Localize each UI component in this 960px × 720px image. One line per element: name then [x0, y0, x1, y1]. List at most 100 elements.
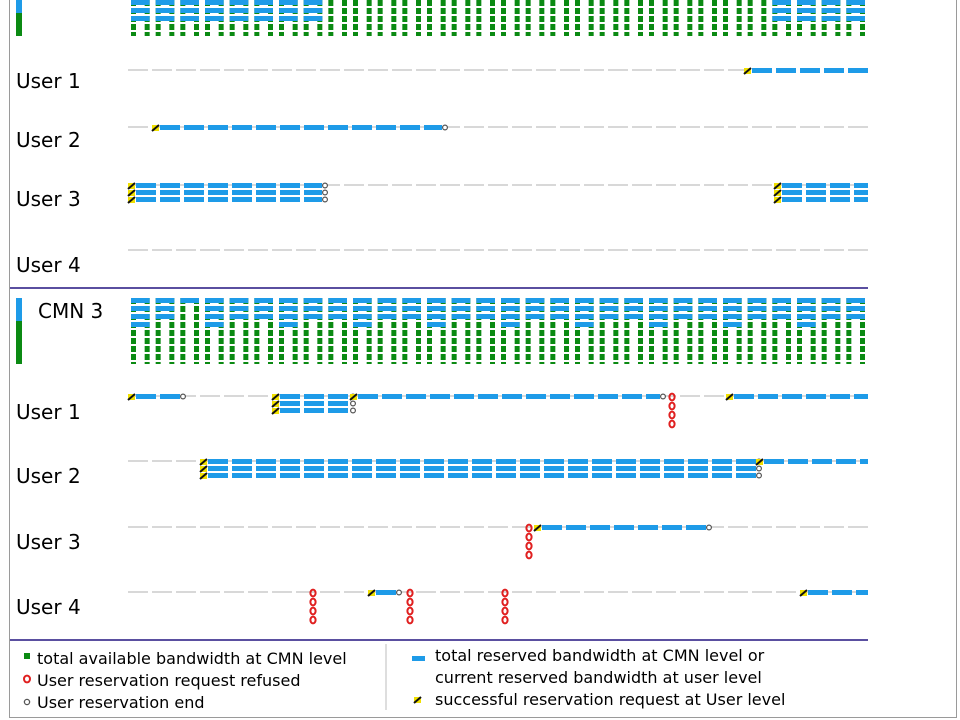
available-column-dash — [761, 354, 767, 360]
success-mark-stroke — [755, 458, 764, 466]
available-column-dash — [723, 24, 728, 30]
available-column-dash — [539, 354, 545, 360]
reserved-bar — [205, 16, 224, 21]
available-column-dash — [377, 24, 383, 30]
available-column-dash — [649, 338, 654, 344]
available-column-dash — [490, 8, 495, 14]
reserved-bar — [328, 298, 347, 303]
available-column-dash — [205, 338, 210, 344]
available-column-dash — [550, 8, 556, 14]
reservation-end-mark — [755, 472, 762, 479]
available-column-dash — [525, 24, 531, 30]
reserved-bar — [328, 306, 347, 311]
available-column-dash — [292, 24, 298, 30]
available-column-dash — [525, 322, 531, 328]
available-column-dash — [638, 322, 643, 328]
available-column-dash — [342, 362, 347, 364]
reserved-segment — [304, 401, 324, 406]
available-column-dash — [835, 346, 841, 352]
available-column-dash — [465, 0, 471, 6]
available-column-dash — [317, 32, 323, 36]
available-column-dash — [155, 346, 161, 352]
legend-reserved-text-cont: current reserved bandwidth at user level — [435, 668, 762, 687]
available-column-dash — [624, 346, 630, 352]
available-column-dash — [218, 338, 224, 344]
available-column-dash — [786, 346, 791, 352]
reserved-segment — [400, 466, 420, 471]
reserved-segment — [232, 459, 252, 464]
reserved-bar — [303, 314, 323, 319]
reserved-bar — [797, 314, 816, 319]
available-column-dash — [638, 330, 643, 336]
reserved-bar — [624, 306, 643, 311]
available-column-dash — [218, 362, 224, 364]
available-column-dash — [662, 8, 668, 14]
reserved-bar — [279, 306, 298, 311]
available-column-dash — [575, 338, 580, 344]
available-column-dash — [218, 330, 224, 336]
cmn-label: CMN 3 — [38, 299, 103, 323]
available-column-dash — [391, 8, 397, 14]
refused-mark — [406, 588, 414, 598]
available-column-dash — [131, 354, 136, 360]
available-column-dash — [377, 16, 383, 22]
reserved-bar — [649, 314, 668, 319]
reserved-segment — [160, 394, 180, 399]
legend-right: total reserved bandwidth at CMN level or… — [412, 646, 785, 709]
available-column-dash — [662, 346, 668, 352]
available-column-dash — [476, 362, 482, 364]
available-column-dash — [402, 32, 408, 36]
cmn-indicator-reserved — [16, 0, 22, 13]
reserved-segment — [502, 394, 522, 399]
reserved-bar — [205, 0, 224, 5]
reserved-segment — [854, 183, 868, 188]
available-column-dash — [243, 24, 249, 30]
available-column-dash — [303, 32, 309, 36]
available-column-dash — [440, 0, 446, 6]
reserved-bar — [525, 306, 545, 311]
reserved-segment — [304, 408, 324, 413]
reserved-bar — [402, 306, 421, 311]
reserved-bar — [772, 0, 791, 5]
available-column-dash — [317, 322, 323, 328]
reserved-segment — [830, 394, 850, 399]
available-column-dash — [440, 354, 446, 360]
available-column-dash — [786, 330, 791, 336]
reserved-segment — [622, 394, 642, 399]
reserved-bar — [229, 0, 249, 5]
reserved-bar — [229, 298, 249, 303]
available-column-dash — [846, 362, 852, 364]
available-column-dash — [539, 346, 545, 352]
reservation-end-mark — [322, 189, 329, 196]
available-column-dash — [599, 330, 605, 336]
available-column-dash — [698, 0, 704, 6]
reserved-segment — [544, 459, 564, 464]
reserved-segment — [160, 190, 180, 195]
reserved-bar — [205, 322, 224, 327]
available-column-dash — [303, 362, 309, 364]
reserved-bar — [427, 306, 446, 311]
available-column-dash — [155, 24, 161, 30]
available-column-dash — [588, 354, 594, 360]
user-label: User 2 — [16, 128, 81, 152]
available-column-dash — [821, 338, 827, 344]
available-column-dash — [169, 32, 175, 36]
reservation-end-mark — [442, 124, 449, 131]
available-column-dash — [476, 354, 482, 360]
available-column-dash — [846, 330, 852, 336]
available-column-dash — [317, 346, 323, 352]
available-column-dash — [180, 338, 186, 344]
available-column-dash — [279, 354, 284, 360]
reserved-segment — [592, 459, 612, 464]
available-column-dash — [821, 362, 827, 364]
available-column-dash — [747, 8, 753, 14]
reserved-bar — [575, 322, 594, 327]
available-column-dash — [588, 8, 594, 14]
refused-mark — [668, 410, 676, 420]
available-column-dash — [539, 338, 545, 344]
available-column-dash — [328, 322, 334, 328]
available-column-dash — [550, 338, 556, 344]
reserved-bar — [723, 298, 742, 303]
reserved-bar — [821, 306, 841, 311]
reserved-bar — [673, 314, 693, 319]
